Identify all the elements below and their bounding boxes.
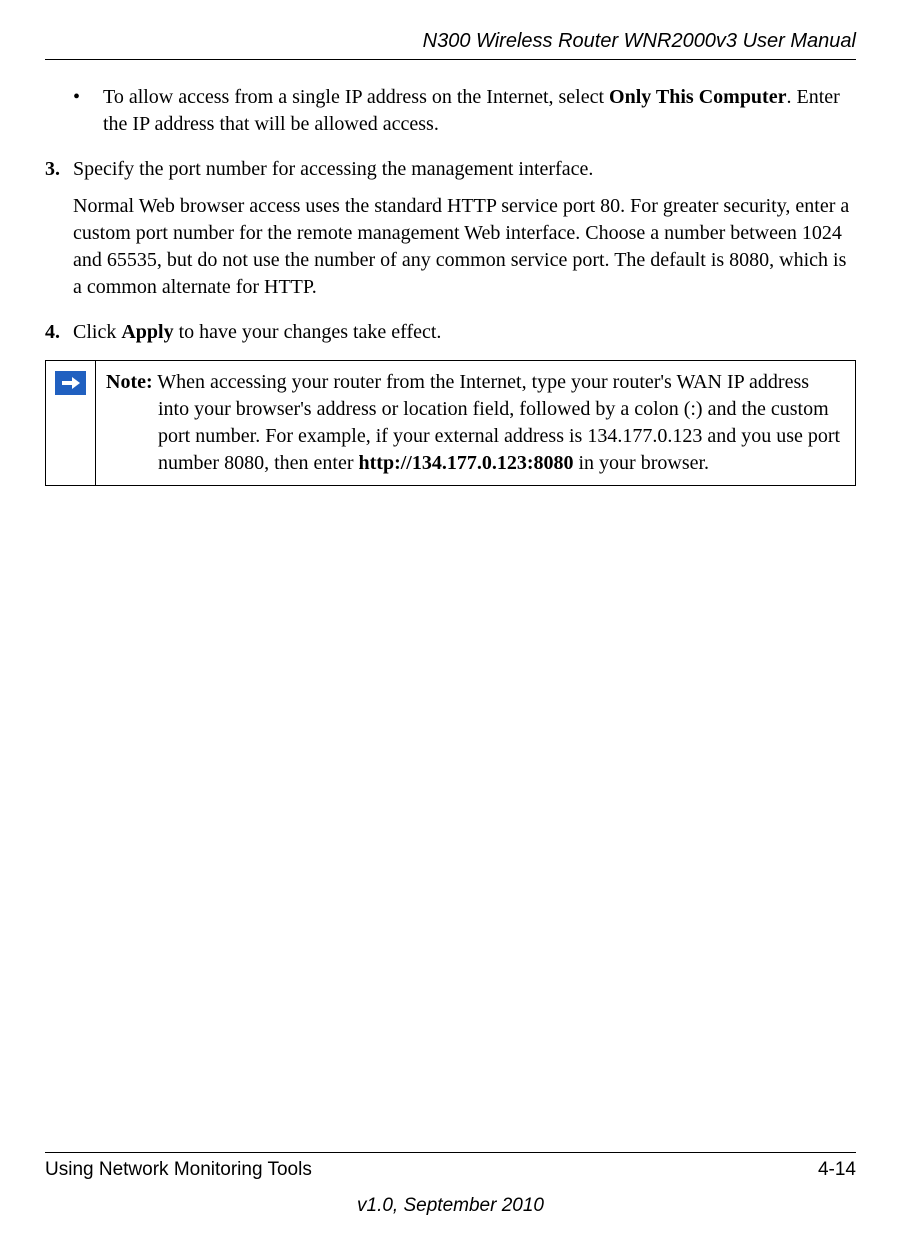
text-span: to have your changes take effect. [174, 321, 442, 343]
step-3-paragraph: Normal Web browser access uses the stand… [73, 193, 856, 301]
bold-text: Apply [121, 321, 173, 343]
step-text: Specify the port number for accessing th… [73, 156, 856, 183]
text-span: To allow access from a single IP address… [103, 86, 609, 108]
step-text: Click Apply to have your changes take ef… [73, 319, 856, 346]
note-box: Note: When accessing your router from th… [45, 360, 856, 486]
main-content: • To allow access from a single IP addre… [45, 84, 856, 1247]
footer-section: Using Network Monitoring Tools [45, 1159, 312, 1181]
footer-version: v1.0, September 2010 [45, 1195, 856, 1217]
footer-page-number: 4-14 [818, 1159, 856, 1181]
text-span: in your browser. [574, 452, 710, 474]
step-number: 4. [45, 319, 73, 346]
page-footer: Using Network Monitoring Tools 4-14 v1.0… [45, 1152, 856, 1217]
bold-text: http://134.177.0.123:8080 [359, 452, 574, 474]
note-label: Note: [106, 371, 153, 393]
arrow-right-icon [55, 371, 86, 395]
numbered-step-3: 3. Specify the port number for accessing… [45, 156, 856, 183]
text-span: Click [73, 321, 121, 343]
bullet-item: • To allow access from a single IP addre… [73, 84, 856, 138]
note-icon-cell [46, 361, 96, 485]
note-text: Note: When accessing your router from th… [96, 361, 855, 485]
bullet-text: To allow access from a single IP address… [103, 84, 856, 138]
numbered-step-4: 4. Click Apply to have your changes take… [45, 319, 856, 346]
step-number: 3. [45, 156, 73, 183]
footer-line: Using Network Monitoring Tools 4-14 [45, 1152, 856, 1181]
bullet-marker: • [73, 84, 103, 138]
page-header: N300 Wireless Router WNR2000v3 User Manu… [45, 30, 856, 60]
bold-text: Only This Computer [609, 86, 786, 108]
